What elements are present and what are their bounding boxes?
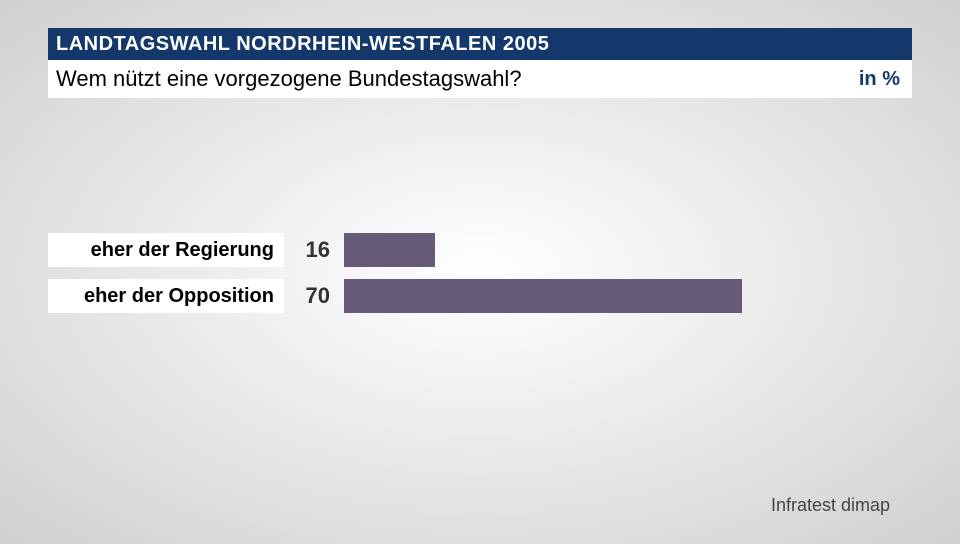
row-label: eher der Opposition	[48, 279, 284, 313]
chart-row: eher der Opposition 70	[48, 276, 912, 316]
chart-area: eher der Regierung 16 eher der Oppositio…	[48, 230, 912, 322]
header-title: LANDTAGSWAHL NORDRHEIN-WESTFALEN 2005	[56, 33, 549, 56]
header-bar: LANDTAGSWAHL NORDRHEIN-WESTFALEN 2005	[48, 28, 912, 60]
row-label: eher der Regierung	[48, 233, 284, 267]
unit-label: in %	[859, 68, 900, 91]
bar-container	[344, 279, 912, 313]
bar	[344, 279, 742, 313]
bar-container	[344, 233, 912, 267]
subtitle-text: Wem nützt eine vorgezogene Bundestagswah…	[56, 66, 522, 92]
row-value: 16	[284, 237, 344, 263]
subtitle-bar: Wem nützt eine vorgezogene Bundestagswah…	[48, 60, 912, 98]
bar	[344, 233, 435, 267]
row-value: 70	[284, 283, 344, 309]
source-attribution: Infratest dimap	[771, 495, 890, 516]
chart-row: eher der Regierung 16	[48, 230, 912, 270]
